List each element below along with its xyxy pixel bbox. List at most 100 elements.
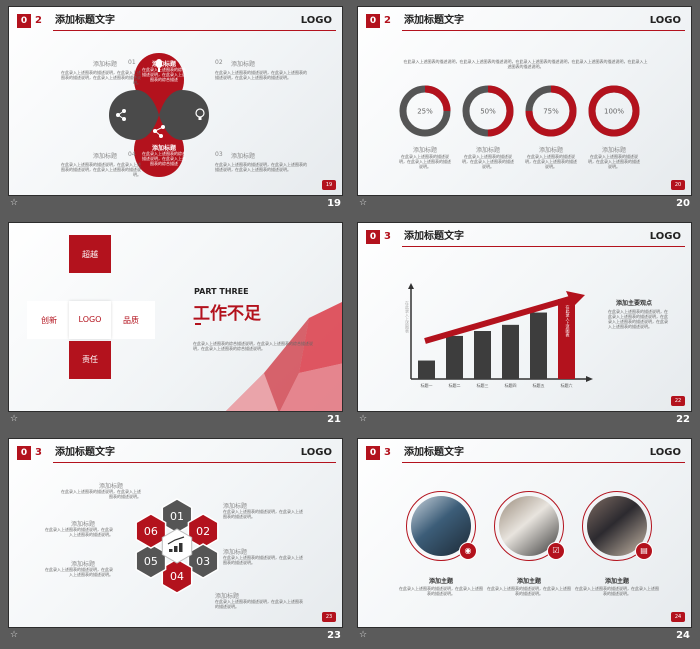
x-tick-label: 标题一 [421, 382, 433, 388]
slide-canvas[interactable]: 超越 创新 LOGO 品质 责任 PART THREE 工作不足 在此录入上述图… [8, 222, 343, 412]
section-number: 2 [35, 15, 42, 26]
ring-text: 在此录入上述图表的描述说明，在此录入上述图表的描述说明。 [588, 154, 640, 169]
logo: LOGO [300, 447, 332, 458]
hexagon-diagram: 01 02 03 04 05 06 [135, 498, 219, 594]
item-title: 添加标题 [223, 549, 248, 556]
slide-number: 19 [327, 198, 341, 209]
ring-progress [462, 85, 514, 137]
section-badge: 0 [17, 446, 31, 460]
nodes-icon [153, 125, 165, 138]
x-tick-label: 标题二 [449, 382, 461, 388]
slide-number: 23 [327, 630, 341, 641]
item-text: 在此录入上述图表的描述说明，在此录入上述图表的描述说明。 [215, 599, 303, 609]
item-text: 在此录入上述图表的描述说明，在此录入上述图表的描述说明。 [45, 527, 113, 537]
ring-value-label: 100% [604, 108, 624, 116]
x-tick-label: 标题三 [477, 382, 489, 388]
star-icon[interactable]: ☆ [359, 630, 368, 640]
page-number-badge: 19 [322, 180, 336, 190]
card-title: 添加主题 [604, 578, 629, 585]
bar [446, 335, 463, 379]
slide-title: 添加标题文字 [404, 231, 464, 242]
slide-number: 22 [676, 414, 690, 425]
slide-canvas[interactable]: 0 3 添加标题文字 LOGO 01 02 03 04 05 06 添加标题 在此录入上述… [8, 438, 343, 628]
slide-canvas[interactable]: 0 2 添加标题文字 LOGO 添加标题 在此录入上述图表的综 [8, 6, 343, 196]
header-divider [53, 462, 336, 463]
card-text: 在此录入上述图表的描述说明，在此录入上述图表的描述说明。 [487, 586, 571, 596]
ring-progress [525, 85, 577, 137]
section-number: 3 [384, 231, 391, 242]
ring-title: 添加标题 [475, 147, 500, 154]
section-badge: 0 [366, 14, 380, 28]
hexagon-label: 03 [196, 555, 210, 568]
star-icon[interactable]: ☆ [359, 414, 368, 424]
logo: LOGO [649, 447, 681, 458]
item-title: 添加标题 [71, 521, 96, 528]
trend-arrow-head [566, 291, 585, 307]
item-text: 在此录入上述图表的描述说明，在此录入上述图表的描述说明。 [223, 555, 303, 565]
slide-thumbnail-21[interactable]: 超越 创新 LOGO 品质 责任 PART THREE 工作不足 在此录入上述图… [8, 222, 343, 432]
star-icon[interactable]: ☆ [10, 630, 19, 640]
petal-top-text: 在此录入上述图表的综合描述说明，在此录入上述图表的综合描述 [142, 67, 186, 82]
logo: LOGO [649, 231, 681, 242]
x-tick-label: 标题六 [561, 382, 573, 388]
section-number: 3 [384, 447, 391, 458]
header-divider [53, 30, 336, 31]
slide-thumbnail-19[interactable]: 0 2 添加标题文字 LOGO 添加标题 在此录入上述图表的综 [8, 6, 343, 216]
bar [474, 331, 491, 379]
bar [530, 312, 547, 379]
hexagon-label: 02 [196, 525, 210, 538]
item-title: 添加标题 [231, 61, 256, 68]
slide-canvas[interactable]: 0 3 添加标题文字 LOGO 标题一 标题二 标题三 标题四 标题五 标题六 在此录入上述… [357, 222, 692, 412]
side-title: 添加主要观点 [616, 300, 653, 307]
slide-thumbnail-20[interactable]: 0 2 添加标题文字 LOGO 在此录入上述图表的描述说明，在此录入上述图表的描… [357, 6, 692, 216]
card-title: 添加主题 [428, 578, 453, 585]
item-title: 添加标题 [223, 503, 248, 510]
section-badge: 0 [366, 446, 380, 460]
petal-bottom-text: 在此录入上述图表的综合描述说明，在此录入上述图表的综合描述 [142, 151, 186, 166]
slide-number: 24 [676, 630, 690, 641]
cross-left-label: 创新 [41, 316, 57, 325]
item-text: 在此录入上述图表的描述说明，在此录入上述图表的描述说明，在此录入上述图表的描述说… [61, 162, 141, 177]
header-divider [402, 462, 685, 463]
hexagon-label: 01 [170, 510, 184, 523]
slide-canvas[interactable]: 0 3 添加标题文字 LOGO ◉ 添加主题 在此录入上述图表的描述说明，在此录入上… [357, 438, 692, 628]
star-icon[interactable]: ☆ [10, 198, 19, 208]
petal-left [109, 90, 159, 140]
slide-thumbnail-23[interactable]: 0 3 添加标题文字 LOGO 01 02 03 04 05 06 添加标题 在此录入上述… [8, 438, 343, 648]
cross-bottom-label: 责任 [82, 355, 98, 364]
item-text: 在此录入上述图表的描述说明，在此录入上述图表的描述说明，在此录入上述图表的描述说… [215, 162, 307, 172]
star-icon[interactable]: ☆ [10, 414, 19, 424]
item-number: 02 [215, 59, 223, 66]
checkbox-icon: ☑ [547, 542, 565, 560]
bar [418, 360, 435, 379]
petal-diagram [109, 53, 209, 177]
item-text: 在此录入上述图表的描述说明，在此录入上述图表的描述说明。 [223, 509, 303, 519]
slide-title: 添加标题文字 [404, 15, 464, 26]
section-badge: 0 [17, 14, 31, 28]
item-number: 04 [128, 151, 136, 158]
share-icon [116, 109, 126, 121]
bar-chart: 标题一 标题二 标题三 标题四 标题五 标题六 在此录入上述图表 [408, 283, 593, 388]
ring-text: 在此录入上述图表的描述说明，在此录入上述图表的描述说明。 [399, 154, 451, 169]
card-text: 在此录入上述图表的描述说明，在此录入上述图表的描述说明。 [399, 586, 483, 596]
ring-title: 添加标题 [412, 147, 437, 154]
lightbulb-icon [195, 108, 205, 120]
section-text: 在此录入上述图表的综合描述说明，在此录入上述图表的综合描述说明，在此录入上述图表… [193, 341, 313, 351]
card-title: 添加主题 [516, 578, 541, 585]
card-text: 在此录入上述图表的描述说明，在此录入上述图表的描述说明。 [575, 586, 659, 596]
hexagon-label: 05 [144, 555, 158, 568]
chart-icon [167, 536, 185, 552]
section-heading: 工作不足 [193, 304, 261, 324]
section-number: 2 [384, 15, 391, 26]
slide-canvas[interactable]: 0 2 添加标题文字 LOGO 在此录入上述图表的描述说明，在此录入上述图表的描… [357, 6, 692, 196]
slide-title: 添加标题文字 [55, 447, 115, 458]
hexagon-label: 04 [170, 570, 184, 583]
cross-logo: LOGO [78, 315, 102, 324]
cross-right-label: 品质 [123, 316, 139, 325]
ring-value-label: 50% [480, 108, 496, 116]
petal-right [159, 90, 209, 140]
slide-thumbnail-24[interactable]: 0 3 添加标题文字 LOGO ◉ 添加主题 在此录入上述图表的描述说明，在此录入上… [357, 438, 692, 648]
star-icon[interactable]: ☆ [359, 198, 368, 208]
ring-text: 在此录入上述图表的描述说明，在此录入上述图表的描述说明。 [525, 154, 577, 169]
slide-thumbnail-22[interactable]: 0 3 添加标题文字 LOGO 标题一 标题二 标题三 标题四 标题五 标题六 在此录入上述… [357, 222, 692, 432]
